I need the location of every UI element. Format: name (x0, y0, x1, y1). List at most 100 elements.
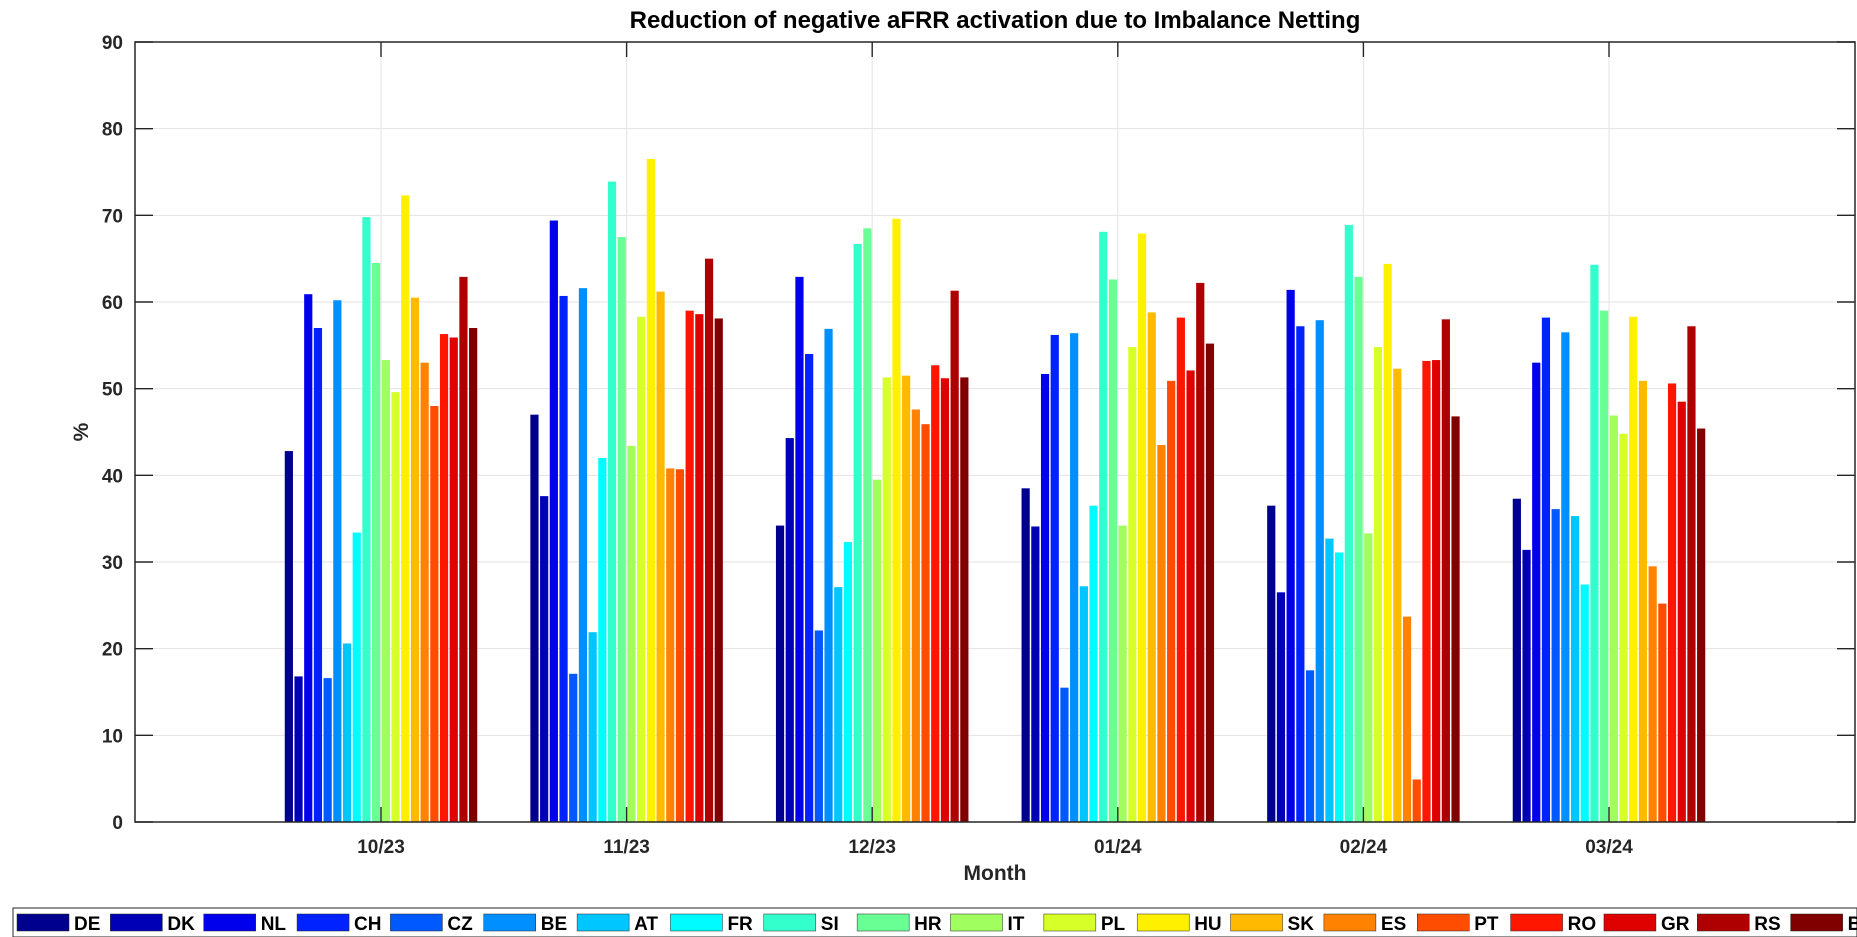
bar-ch-3 (1050, 334, 1059, 822)
legend-swatch-cz (390, 913, 443, 932)
bar-dk-5 (1522, 549, 1531, 822)
bar-bg-4 (1451, 416, 1460, 822)
legend-label-hu: HU (1194, 914, 1221, 935)
bar-pl-1 (637, 316, 646, 822)
bar-si-5 (1590, 264, 1599, 823)
bar-at-3 (1079, 586, 1088, 822)
bar-at-1 (588, 632, 597, 822)
x-axis-title: Month (964, 862, 1027, 885)
bar-it-5 (1609, 415, 1618, 822)
bar-pl-3 (1128, 347, 1137, 822)
legend: DE DK NL CH CZ BE AT FR SI HR IT PL HU SK ES PT RO GR RS BG (12, 907, 1857, 937)
bar-hr-1 (617, 237, 626, 822)
bar-cz-3 (1060, 687, 1069, 822)
legend-swatch-gr (1603, 913, 1657, 932)
legend-label-dk: DK (167, 914, 195, 935)
legend-swatch-ro (1510, 913, 1563, 932)
bar-gr-0 (449, 337, 458, 822)
legend-label-pl: PL (1101, 914, 1126, 935)
legend-swatch-es (1323, 913, 1377, 932)
legend-swatch-si (763, 913, 817, 932)
legend-label-cz: CZ (447, 914, 473, 935)
bar-ch-2 (805, 354, 814, 822)
bar-pl-5 (1619, 433, 1628, 822)
bar-fr-2 (843, 542, 853, 822)
legend-label-gr: GR (1661, 914, 1690, 935)
legend-label-nl: NL (261, 914, 287, 935)
y-tick-label: 20 (102, 640, 123, 661)
bar-ro-2 (931, 365, 940, 822)
bar-gr-4 (1432, 360, 1441, 822)
bar-rs-1 (704, 258, 714, 822)
bar-si-0 (362, 217, 371, 822)
bar-si-1 (607, 181, 617, 822)
bar-hu-1 (646, 159, 655, 822)
legend-swatch-fr (670, 913, 723, 932)
legend-swatch-nl (203, 913, 256, 932)
bar-ch-5 (1541, 317, 1551, 822)
bar-sk-5 (1638, 380, 1648, 822)
bar-es-2 (911, 409, 920, 822)
bar-rs-5 (1687, 326, 1696, 822)
bar-rs-2 (950, 290, 959, 823)
bar-si-4 (1344, 224, 1353, 822)
legend-label-at: AT (634, 914, 658, 935)
bar-ro-4 (1422, 360, 1431, 822)
bar-fr-3 (1089, 505, 1098, 822)
bar-bg-0 (469, 328, 478, 822)
chart-title: Reduction of negative aFRR activation du… (630, 7, 1361, 34)
bar-be-2 (824, 328, 833, 822)
bar-pl-2 (882, 377, 891, 822)
bar-pl-4 (1373, 347, 1383, 822)
bar-be-0 (333, 300, 342, 822)
bar-bg-3 (1205, 343, 1215, 822)
legend-label-de: DE (74, 914, 100, 935)
bar-it-1 (627, 445, 636, 822)
bar-rs-0 (459, 276, 468, 822)
bar-ro-5 (1667, 383, 1677, 822)
bar-hu-2 (892, 218, 901, 823)
bar-be-5 (1561, 332, 1570, 822)
bar-gr-2 (940, 378, 950, 822)
bar-pt-1 (675, 469, 685, 822)
legend-swatch-pl (1043, 913, 1097, 932)
bar-hr-0 (372, 263, 381, 822)
legend-label-ch: CH (354, 914, 381, 935)
y-tick-label: 30 (102, 553, 123, 574)
bar-si-3 (1099, 231, 1108, 823)
legend-label-hr: HR (914, 914, 942, 935)
bar-at-5 (1570, 516, 1580, 822)
bar-hu-0 (401, 195, 410, 822)
bar-ro-3 (1176, 317, 1185, 822)
bar-ro-1 (685, 310, 694, 822)
bar-hr-3 (1108, 279, 1118, 823)
y-tick-label: 90 (102, 33, 123, 54)
bar-gr-3 (1186, 370, 1195, 822)
bar-nl-1 (549, 220, 558, 822)
y-tick-label: 10 (102, 726, 123, 747)
bar-es-1 (666, 468, 675, 822)
bar-cz-1 (569, 673, 578, 822)
bar-gr-1 (695, 314, 704, 822)
bar-es-4 (1402, 616, 1412, 822)
bar-cz-4 (1305, 670, 1315, 822)
bar-hr-2 (863, 228, 872, 822)
bar-si-2 (853, 243, 862, 822)
legend-swatch-it (950, 913, 1003, 932)
x-tick-label: 01/24 (1094, 837, 1142, 858)
bar-bg-5 (1697, 428, 1706, 822)
bar-de-1 (530, 414, 539, 822)
legend-label-sk: SK (1288, 914, 1315, 935)
bar-ro-0 (439, 334, 449, 822)
y-tick-label: 70 (102, 206, 123, 227)
bar-bg-2 (960, 377, 969, 822)
legend-label-fr: FR (727, 914, 753, 935)
bar-pt-2 (921, 424, 930, 822)
legend-swatch-hu (1136, 913, 1190, 932)
legend-label-ro: RO (1568, 914, 1597, 935)
bar-es-3 (1157, 445, 1166, 822)
bar-it-3 (1118, 525, 1127, 822)
bar-be-4 (1315, 320, 1324, 822)
legend-label-pt: PT (1474, 914, 1499, 935)
y-axis-title: % (70, 422, 93, 441)
